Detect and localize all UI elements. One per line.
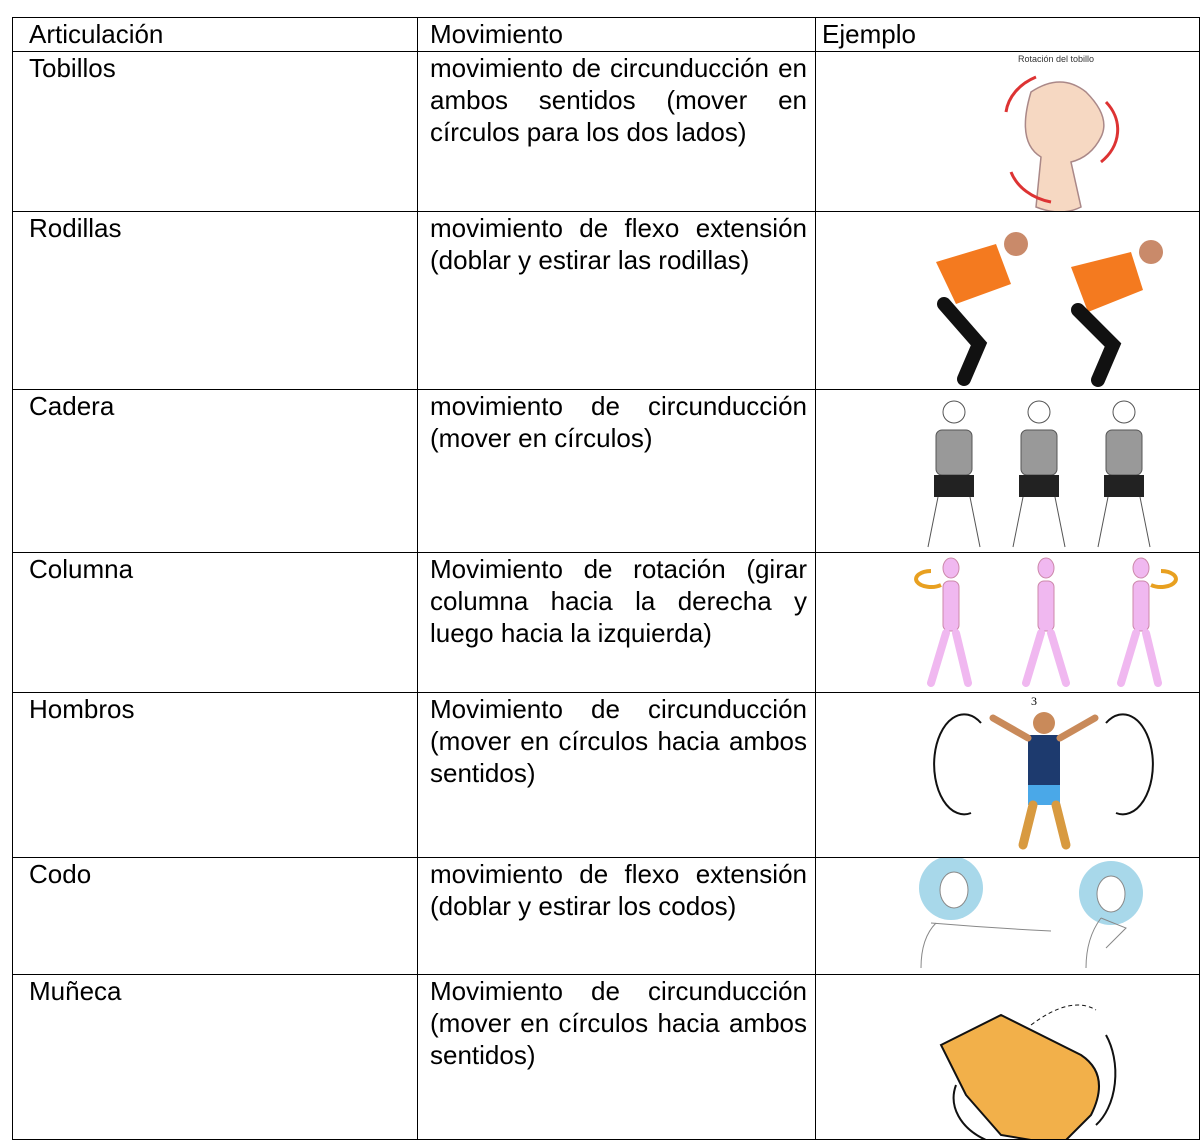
joints-table: Articulación Movimiento Ejemplo Tobillos… (12, 17, 1200, 1140)
wrist-illustration (939, 1004, 1117, 1139)
movement-cell: movimiento de flexo extensión (doblar y … (417, 211, 816, 390)
elbow-illustration (919, 858, 1143, 969)
image-caption: 3 (1031, 694, 1037, 708)
ankle-illustration: Rotación del tobillo (1004, 54, 1120, 211)
example-cell: 3 (815, 692, 1200, 858)
table-row: Muñeca Movimiento de circunducción (mover… (12, 974, 1200, 1140)
joint-cell: Codo (12, 857, 418, 975)
movement-cell: Movimiento de circunducción (mover en cí… (417, 692, 816, 858)
shoulders-illustration: 3 (933, 694, 1154, 850)
table-row: Hombros Movimiento de circunducción (move… (12, 692, 1200, 858)
movement-cell: Movimiento de rotación (girar columna ha… (417, 552, 816, 693)
example-cell (815, 857, 1200, 975)
example-cell: Rotación del tobillo (815, 51, 1200, 212)
movement-cell: movimiento de circunducción en ambos sen… (417, 51, 816, 212)
example-cell (815, 974, 1200, 1140)
knees-illustration (936, 232, 1163, 387)
spine-illustration (914, 557, 1178, 687)
header-cell: Articulación (12, 17, 418, 52)
table-row: Cadera movimiento de circunducción (mover… (12, 389, 1200, 553)
movement-cell: movimiento de circunducción (mover en cí… (417, 389, 816, 553)
joint-cell: Hombros (12, 692, 418, 858)
example-cell (815, 552, 1200, 693)
image-caption: Rotación del tobillo (1018, 54, 1094, 64)
joint-cell: Muñeca (12, 974, 418, 1140)
movement-cell: movimiento de flexo extensión (doblar y … (417, 857, 816, 975)
movement-cell: Movimiento de circunducción (mover en cí… (417, 974, 816, 1140)
table-row: Tobillos movimiento de circunducción en a… (12, 51, 1200, 212)
example-cell (815, 389, 1200, 553)
header-cell: Ejemplo (815, 17, 1200, 52)
table-row: Columna Movimiento de rotación (girar col… (12, 552, 1200, 693)
joint-cell: Rodillas (12, 211, 418, 390)
joint-cell: Tobillos (12, 51, 418, 212)
table-row: Rodillas movimiento de flexo extensión (d… (12, 211, 1200, 390)
joint-cell: Columna (12, 552, 418, 693)
example-cell (815, 211, 1200, 390)
header-row: Articulación Movimiento Ejemplo (12, 17, 1200, 52)
header-cell: Movimiento (417, 17, 816, 52)
table-row: Codo movimiento de flexo extensión (dobla… (12, 857, 1200, 975)
joint-cell: Cadera (12, 389, 418, 553)
hip-illustration (927, 400, 1151, 548)
